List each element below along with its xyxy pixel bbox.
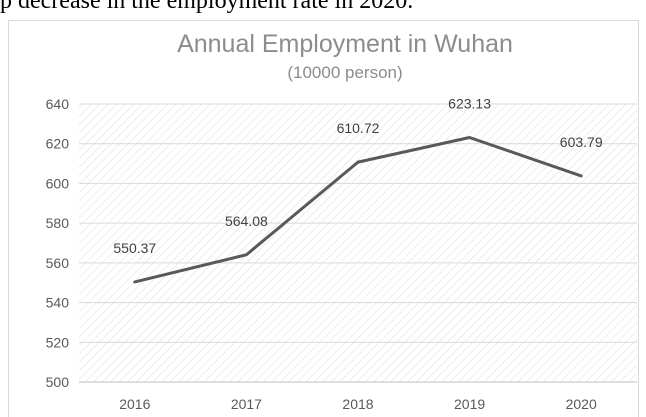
y-tick-label: 640 <box>46 96 70 112</box>
data-label: 623.13 <box>448 95 491 111</box>
y-tick-label: 500 <box>46 374 70 390</box>
y-tick-label: 580 <box>46 215 70 231</box>
data-label: 564.08 <box>225 213 268 229</box>
plot-area <box>79 104 637 382</box>
y-tick-label: 620 <box>46 136 70 152</box>
y-tick-label: 560 <box>46 255 70 271</box>
chart-title: Annual Employment in Wuhan <box>177 30 513 58</box>
data-labels: 550.37 564.08 610.72 623.13 603.79 <box>113 95 602 255</box>
y-tick-label: 540 <box>46 295 70 311</box>
y-axis: 500 520 540 560 580 600 620 640 <box>46 96 70 390</box>
chart-subtitle: (10000 person) <box>287 63 402 82</box>
caption-fragment: p decrease in the employment rate in 202… <box>0 0 414 14</box>
x-tick-label: 2016 <box>119 396 150 412</box>
series-line <box>133 135 583 284</box>
data-label: 603.79 <box>560 134 603 150</box>
data-label: 610.72 <box>337 120 380 136</box>
y-tick-label: 600 <box>46 175 70 191</box>
y-tick-label: 520 <box>46 334 70 350</box>
x-axis: 2016 2017 2018 2019 2020 <box>119 396 597 412</box>
x-tick-label: 2017 <box>231 396 262 412</box>
x-tick-label: 2019 <box>454 396 485 412</box>
x-tick-label: 2018 <box>342 396 373 412</box>
data-label: 550.37 <box>113 240 156 256</box>
gridlines <box>79 103 637 343</box>
x-tick-label: 2020 <box>566 396 597 412</box>
